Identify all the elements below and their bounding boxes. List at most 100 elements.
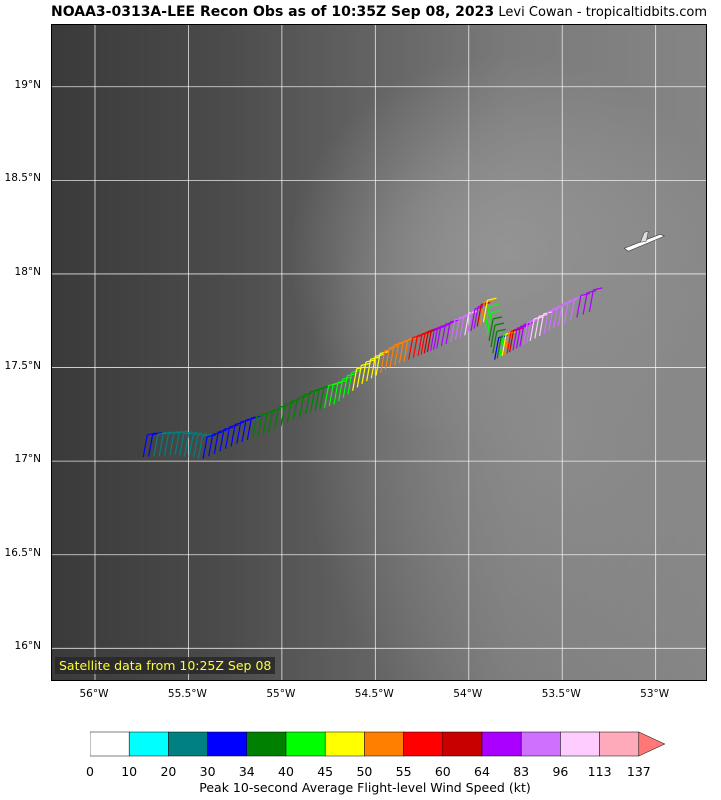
wind-barb xyxy=(246,417,252,441)
wind-barb xyxy=(436,326,442,349)
wind-barb xyxy=(389,344,395,368)
colorbar-segment xyxy=(168,731,208,757)
wind-barb xyxy=(494,337,500,360)
wind-barb-flag xyxy=(291,398,301,402)
wind-barb-flag xyxy=(192,432,203,436)
wind-barb xyxy=(501,333,507,356)
wind-barb xyxy=(440,324,447,347)
colorbar-tick-label: 50 xyxy=(356,764,373,779)
colorbar-tick-label: 0 xyxy=(86,764,94,779)
wind-barb xyxy=(230,424,236,447)
wind-barb-flag xyxy=(245,417,256,421)
map-overlay xyxy=(52,25,706,680)
wind-barb xyxy=(394,343,400,366)
wind-barb-flag xyxy=(278,404,288,409)
wind-barb xyxy=(158,433,164,457)
wind-barb xyxy=(548,308,554,331)
wind-barb xyxy=(179,433,185,456)
wind-barb xyxy=(482,300,489,323)
lat-tick-label: 19°N xyxy=(14,78,41,91)
wind-barb xyxy=(183,434,190,457)
wind-barb xyxy=(328,383,334,407)
wind-barb-flag xyxy=(183,431,193,435)
wind-barb xyxy=(208,434,214,457)
colorbar-segment xyxy=(207,731,248,757)
wind-barb xyxy=(188,434,194,458)
wind-barb-flag xyxy=(491,310,501,314)
colorbar-tick-label: 55 xyxy=(395,764,412,779)
wind-barb-flag xyxy=(256,413,266,417)
wind-barb xyxy=(347,372,353,395)
wind-barb-flag xyxy=(202,433,212,437)
wind-barb-flag xyxy=(474,306,485,310)
wind-barb xyxy=(512,328,518,351)
wind-barb-flag xyxy=(494,322,505,326)
wind-barb xyxy=(464,313,470,336)
wind-barb xyxy=(543,311,549,334)
wind-barb-flag xyxy=(492,316,503,320)
wind-barb-flag xyxy=(303,392,313,396)
colorbar-tick-label: 113 xyxy=(587,764,612,779)
wind-barb xyxy=(314,388,320,411)
colorbar-tick-label: 40 xyxy=(278,764,294,779)
wind-barb xyxy=(280,404,286,427)
lat-tick-label: 16°N xyxy=(14,640,41,653)
wind-barb-flag xyxy=(267,409,277,414)
wind-barb-flag xyxy=(235,421,245,425)
wind-barb-flag xyxy=(471,308,482,312)
wind-barb-flag xyxy=(489,303,499,307)
wind-barb-flag xyxy=(152,432,162,436)
colorbar-tick-label: 10 xyxy=(121,764,138,779)
satellite-timestamp: Satellite data from 10:25Z Sep 08 xyxy=(55,657,276,674)
wind-barb xyxy=(522,322,528,345)
wind-barb xyxy=(473,306,479,329)
wind-barb-flag xyxy=(178,430,189,434)
wind-barb xyxy=(515,326,522,349)
lon-tick-label: 54°W xyxy=(453,688,483,700)
wind-barb xyxy=(193,435,199,458)
wind-barb-flag xyxy=(240,419,250,423)
colorbar-segment xyxy=(285,731,326,757)
colorbar-tick-label: 64 xyxy=(474,764,490,779)
colorbar-segment xyxy=(599,731,640,757)
wind-speed-colorbar xyxy=(90,731,666,757)
wind-barb xyxy=(423,331,429,354)
wind-barb xyxy=(454,317,461,340)
wind-barb xyxy=(496,336,502,359)
wind-barb-flag xyxy=(212,431,222,435)
colorbar-tick-label: 34 xyxy=(238,764,255,779)
colorbar-segment xyxy=(403,731,444,757)
wind-barb-flag xyxy=(251,415,261,419)
wind-barb-flag xyxy=(496,328,506,332)
wind-barb xyxy=(163,433,170,456)
plane-icon xyxy=(623,233,666,252)
wind-barb-flag xyxy=(513,327,523,331)
wind-barb xyxy=(576,295,582,318)
wind-barb xyxy=(305,391,311,414)
wind-barb-flag xyxy=(147,432,157,436)
wind-barb xyxy=(319,387,325,410)
wind-barb-flag xyxy=(173,430,183,434)
wind-barb xyxy=(257,414,263,437)
wind-barb xyxy=(380,350,386,373)
wind-barb xyxy=(417,333,423,356)
wind-barb xyxy=(529,318,535,341)
wind-barb-flag xyxy=(163,431,173,435)
wind-barb-flag xyxy=(527,320,537,324)
colorbar-tick-label: 96 xyxy=(552,764,569,779)
wind-barb xyxy=(563,300,570,324)
chart-title: NOAA3-0313A-LEE Recon Obs as of 10:35Z S… xyxy=(51,4,495,20)
colorbar-segment xyxy=(90,731,130,757)
lon-tick-label: 55.5°W xyxy=(167,688,207,700)
colorbar-segment xyxy=(520,731,561,757)
wind-barb xyxy=(224,426,231,449)
colorbar-tick-label: 83 xyxy=(513,764,530,779)
colorbar-segment xyxy=(128,731,169,757)
wind-barb xyxy=(426,329,432,353)
wind-barb xyxy=(375,353,381,376)
wind-barb-flag xyxy=(157,431,168,435)
wind-barb xyxy=(324,385,330,408)
wind-barb xyxy=(479,302,485,325)
wind-barb-flag xyxy=(188,431,198,435)
lon-tick-label: 53.5°W xyxy=(541,688,581,700)
